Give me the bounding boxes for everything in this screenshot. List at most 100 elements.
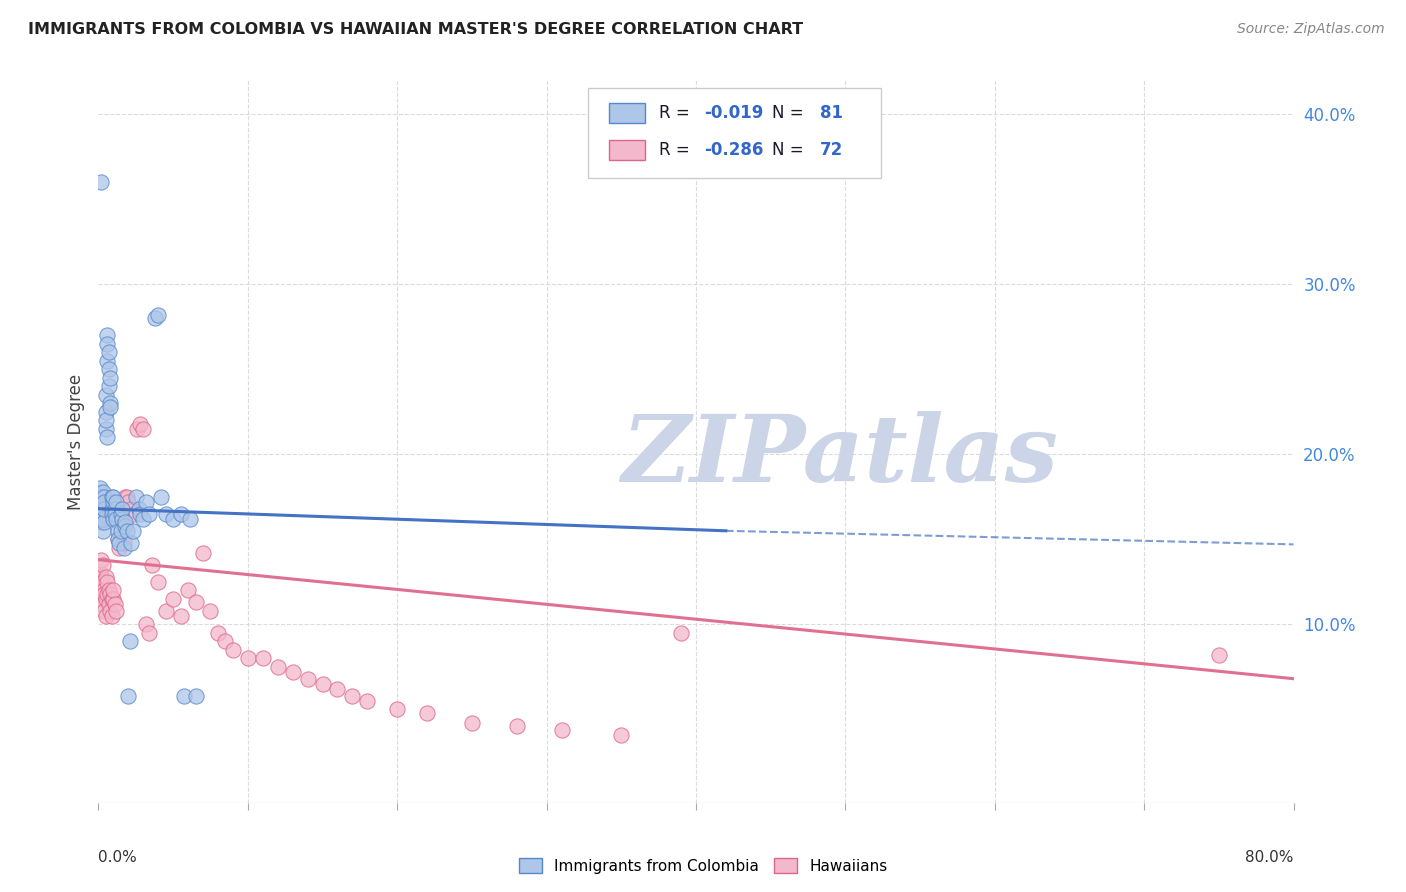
Point <box>610 728 633 742</box>
Point <box>107 533 129 547</box>
Point <box>104 501 127 516</box>
FancyBboxPatch shape <box>609 103 644 123</box>
Point <box>89 490 111 504</box>
Text: N =: N = <box>772 103 810 122</box>
Point <box>128 501 150 516</box>
Point <box>207 625 229 640</box>
Text: 81: 81 <box>820 103 844 122</box>
Point <box>96 574 118 589</box>
Point <box>93 490 115 504</box>
Point <box>105 512 128 526</box>
Point <box>90 552 112 566</box>
Point <box>103 591 125 606</box>
Point <box>120 501 142 516</box>
Point <box>107 533 129 547</box>
Point <box>132 422 155 436</box>
Point <box>110 507 132 521</box>
Point <box>97 379 120 393</box>
Point <box>103 495 125 509</box>
Point <box>96 336 118 351</box>
Point <box>118 634 141 648</box>
Text: 72: 72 <box>820 141 844 160</box>
Point <box>93 587 115 601</box>
Text: ZIPatlas: ZIPatlas <box>621 411 1057 501</box>
Point <box>101 501 124 516</box>
Point <box>326 681 349 696</box>
Point <box>90 495 112 509</box>
Point <box>90 490 112 504</box>
Point <box>115 490 138 504</box>
Point <box>135 617 157 632</box>
Point <box>97 583 120 598</box>
Point <box>94 422 117 436</box>
Point <box>111 524 134 538</box>
Text: R =: R = <box>659 103 695 122</box>
FancyBboxPatch shape <box>609 140 644 161</box>
Point <box>297 672 319 686</box>
Text: 80.0%: 80.0% <box>1246 850 1294 864</box>
Point <box>461 715 484 730</box>
Point <box>169 608 191 623</box>
Point <box>93 516 115 530</box>
Text: Source: ZipAtlas.com: Source: ZipAtlas.com <box>1237 22 1385 37</box>
Point <box>184 689 207 703</box>
Point <box>385 702 409 716</box>
Point <box>91 558 114 572</box>
Point <box>98 604 122 618</box>
Point <box>103 583 125 598</box>
Point <box>236 651 259 665</box>
Point <box>89 495 111 509</box>
Point <box>96 328 118 343</box>
Point <box>114 490 136 504</box>
Point <box>179 512 201 526</box>
Point <box>89 591 111 606</box>
Point <box>550 723 572 737</box>
Point <box>222 642 245 657</box>
Point <box>252 651 274 665</box>
Point <box>107 524 129 538</box>
Point <box>132 512 155 526</box>
Point <box>90 516 112 530</box>
Point <box>90 490 112 504</box>
Point <box>155 507 177 521</box>
Point <box>114 516 136 530</box>
Text: IMMIGRANTS FROM COLOMBIA VS HAWAIIAN MASTER'S DEGREE CORRELATION CHART: IMMIGRANTS FROM COLOMBIA VS HAWAIIAN MAS… <box>28 22 803 37</box>
Point <box>214 634 236 648</box>
Text: N =: N = <box>772 141 810 160</box>
Point <box>105 604 128 618</box>
Point <box>108 535 131 549</box>
Point <box>110 518 132 533</box>
Text: R =: R = <box>659 141 695 160</box>
Point <box>112 541 135 555</box>
Point <box>91 597 114 611</box>
Point <box>90 498 112 512</box>
Point <box>97 597 120 611</box>
Point <box>89 481 111 495</box>
Point <box>111 512 134 526</box>
Point <box>93 495 115 509</box>
Point <box>97 362 120 376</box>
Point <box>90 501 112 516</box>
Point <box>114 518 136 533</box>
Point <box>120 535 142 549</box>
Point <box>184 595 207 609</box>
Point <box>267 660 290 674</box>
Point <box>103 512 125 526</box>
Point <box>89 484 111 499</box>
Point <box>1208 648 1230 662</box>
Point <box>91 574 114 589</box>
Point <box>148 574 170 589</box>
Point <box>177 583 200 598</box>
Point <box>103 490 125 504</box>
Point <box>129 507 152 521</box>
Point <box>162 512 184 526</box>
Point <box>91 512 114 526</box>
Point <box>135 495 157 509</box>
Point <box>94 591 117 606</box>
Point <box>342 689 364 703</box>
Point <box>90 512 112 526</box>
Point <box>129 417 152 431</box>
Text: 0.0%: 0.0% <box>98 850 138 864</box>
Point <box>124 507 146 521</box>
Text: -0.019: -0.019 <box>704 103 763 122</box>
